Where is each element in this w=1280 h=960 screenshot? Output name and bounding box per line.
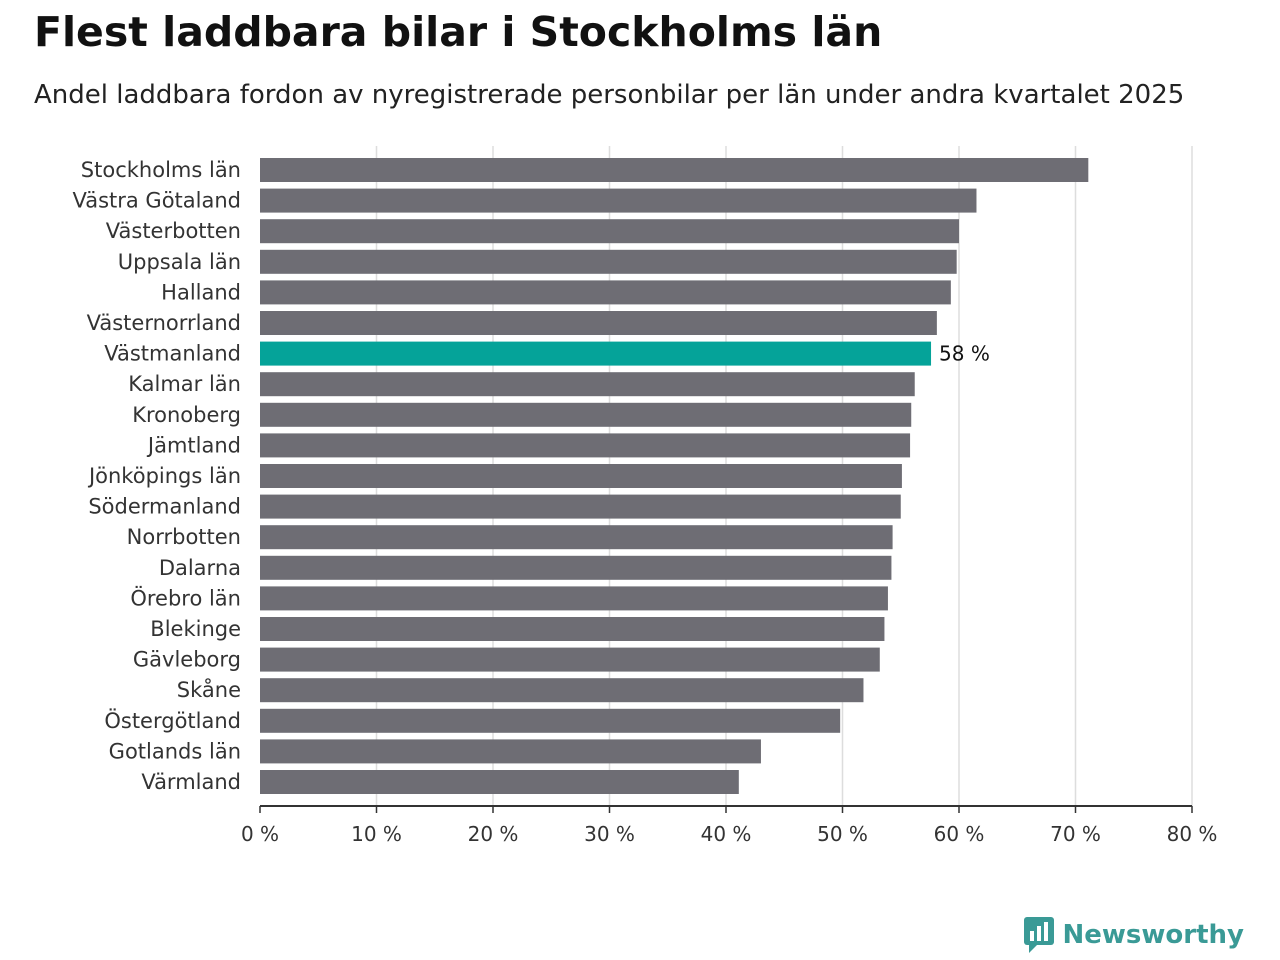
category-label: Blekinge bbox=[150, 617, 241, 641]
x-tick-label: 40 % bbox=[701, 822, 752, 846]
category-label: Västernorrland bbox=[87, 311, 241, 335]
x-tick-label: 80 % bbox=[1167, 822, 1218, 846]
chart-title: Flest laddbara bilar i Stockholms län bbox=[34, 8, 883, 56]
category-label: Kalmar län bbox=[128, 372, 241, 396]
bar bbox=[260, 586, 888, 611]
category-label: Skåne bbox=[177, 677, 241, 702]
category-label: Uppsala län bbox=[118, 250, 241, 274]
category-label: Södermanland bbox=[88, 495, 241, 519]
category-label: Jönköpings län bbox=[87, 464, 241, 488]
x-tick-label: 50 % bbox=[817, 822, 868, 846]
brand-name: Newsworthy bbox=[1062, 920, 1244, 950]
x-tick-label: 0 % bbox=[241, 822, 279, 846]
category-label: Dalarna bbox=[159, 556, 241, 580]
category-label: Gävleborg bbox=[133, 648, 241, 672]
bar bbox=[260, 188, 977, 213]
category-label: Jämtland bbox=[146, 433, 241, 457]
category-label: Halland bbox=[161, 280, 241, 304]
category-label: Stockholms län bbox=[81, 158, 241, 182]
bar bbox=[260, 555, 892, 580]
bar bbox=[260, 494, 901, 519]
category-label: Västerbotten bbox=[106, 219, 241, 243]
brand-logo: Newsworthy bbox=[1023, 916, 1244, 954]
bar bbox=[260, 280, 951, 305]
bar bbox=[260, 708, 841, 733]
x-tick-label: 20 % bbox=[468, 822, 519, 846]
bar bbox=[260, 433, 911, 458]
bar bbox=[260, 311, 937, 335]
bar bbox=[260, 678, 864, 703]
category-label: Västmanland bbox=[104, 342, 241, 366]
category-label: Östergötland bbox=[104, 708, 241, 733]
category-label: Norrbotten bbox=[127, 525, 241, 549]
bar bbox=[260, 372, 915, 397]
bar bbox=[260, 464, 902, 488]
data-label: 58 % bbox=[939, 342, 990, 366]
bar bbox=[260, 341, 932, 366]
x-tick-label: 70 % bbox=[1050, 822, 1101, 846]
bar bbox=[260, 647, 880, 672]
x-tick-label: 30 % bbox=[584, 822, 635, 846]
bar bbox=[260, 617, 885, 641]
bar bbox=[260, 402, 912, 427]
category-label: Örebro län bbox=[130, 585, 241, 610]
category-label: Värmland bbox=[141, 770, 241, 794]
bar bbox=[260, 525, 893, 550]
category-label: Gotlands län bbox=[109, 739, 241, 763]
newsworthy-logo-icon bbox=[1023, 917, 1054, 953]
bar bbox=[260, 770, 739, 794]
bar bbox=[260, 739, 761, 764]
x-tick-label: 10 % bbox=[351, 822, 402, 846]
category-label: Kronoberg bbox=[132, 403, 241, 427]
bar bbox=[260, 158, 1089, 182]
bar bbox=[260, 249, 957, 274]
chart-subtitle: Andel laddbara fordon av nyregistrerade … bbox=[34, 80, 1185, 110]
category-label: Västra Götaland bbox=[72, 189, 241, 213]
bar bbox=[260, 219, 959, 244]
x-tick-label: 60 % bbox=[934, 822, 985, 846]
